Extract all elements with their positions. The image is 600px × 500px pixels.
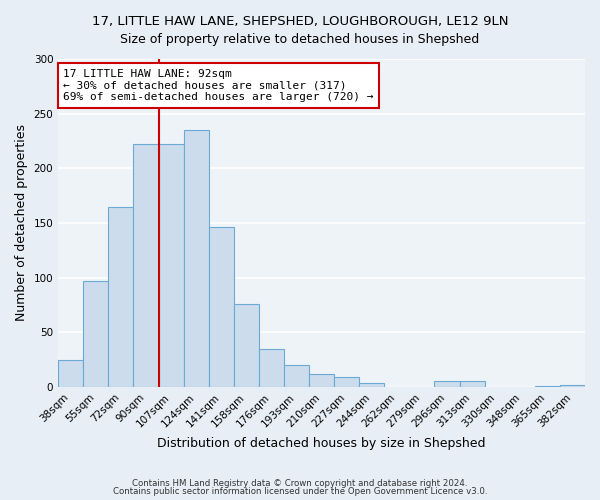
Bar [460, 382, 485, 387]
Bar [209, 228, 234, 387]
Bar [560, 385, 585, 387]
Bar [434, 382, 460, 387]
Bar [359, 382, 385, 387]
Bar [184, 130, 209, 387]
Text: Contains HM Land Registry data © Crown copyright and database right 2024.: Contains HM Land Registry data © Crown c… [132, 478, 468, 488]
Bar [58, 360, 83, 387]
Bar [83, 281, 109, 387]
Text: 17 LITTLE HAW LANE: 92sqm
← 30% of detached houses are smaller (317)
69% of semi: 17 LITTLE HAW LANE: 92sqm ← 30% of detac… [64, 69, 374, 102]
Y-axis label: Number of detached properties: Number of detached properties [15, 124, 28, 322]
Text: 17, LITTLE HAW LANE, SHEPSHED, LOUGHBOROUGH, LE12 9LN: 17, LITTLE HAW LANE, SHEPSHED, LOUGHBORO… [92, 15, 508, 28]
Bar [158, 144, 184, 387]
Bar [334, 377, 359, 387]
Bar [234, 304, 259, 387]
Text: Size of property relative to detached houses in Shepshed: Size of property relative to detached ho… [121, 32, 479, 46]
X-axis label: Distribution of detached houses by size in Shepshed: Distribution of detached houses by size … [157, 437, 486, 450]
Text: Contains public sector information licensed under the Open Government Licence v3: Contains public sector information licen… [113, 487, 487, 496]
Bar [133, 144, 158, 387]
Bar [284, 365, 309, 387]
Bar [109, 206, 133, 387]
Bar [259, 348, 284, 387]
Bar [535, 386, 560, 387]
Bar [309, 374, 334, 387]
